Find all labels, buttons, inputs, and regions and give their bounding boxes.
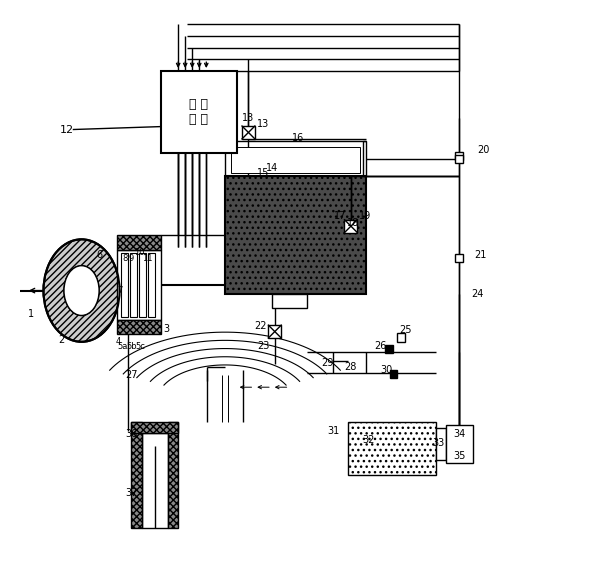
Text: 1: 1 [28,309,34,319]
Bar [131,422,142,528]
Bar [455,254,464,262]
Text: 控 制
单 元: 控 制 单 元 [189,98,208,126]
Bar [131,422,178,433]
Text: 27: 27 [125,370,138,380]
Bar [456,155,463,163]
Bar [272,294,307,308]
Bar [390,370,397,377]
Bar [385,345,393,353]
Ellipse shape [64,266,99,315]
Text: 31: 31 [327,426,340,436]
Bar [344,220,357,232]
Text: 13: 13 [257,119,269,129]
Bar [117,235,161,249]
Bar [148,252,155,317]
Bar [122,252,128,317]
Text: 4: 4 [115,337,120,346]
Text: 24: 24 [471,288,483,299]
Text: 14: 14 [266,163,278,173]
Bar [242,126,255,139]
Bar [130,252,137,317]
Text: 20: 20 [477,145,489,155]
Text: 12: 12 [60,124,74,134]
Text: 37: 37 [125,488,138,498]
Bar [348,422,436,475]
Text: 21: 21 [474,251,486,261]
Text: 33: 33 [433,438,445,448]
Text: 13: 13 [243,113,255,123]
Bar [139,252,146,317]
Text: 32: 32 [362,435,375,445]
Bar [142,433,168,528]
Text: 11: 11 [142,254,152,263]
Text: 5c: 5c [135,342,145,350]
Text: 35: 35 [453,451,465,461]
Bar [225,176,365,294]
Text: 8: 8 [123,254,128,263]
Text: 3: 3 [163,323,169,333]
Text: 17: 17 [334,211,346,221]
Text: 5a: 5a [117,342,128,350]
Bar [225,141,365,176]
Text: 9: 9 [129,254,134,263]
Ellipse shape [44,239,120,342]
Text: 29: 29 [321,357,333,367]
Text: 25: 25 [399,325,411,335]
Text: 6: 6 [96,251,102,261]
Bar [455,152,464,160]
Text: 2: 2 [58,335,64,345]
Text: 28: 28 [344,362,357,372]
Bar [161,71,237,153]
Text: 10: 10 [134,248,144,257]
Text: 15: 15 [257,168,270,178]
Bar [117,320,161,335]
Text: 5b: 5b [126,342,137,350]
Text: 34: 34 [453,429,465,439]
Bar [117,249,161,320]
Text: 7: 7 [117,286,122,295]
Bar [446,425,473,463]
Text: 36: 36 [125,429,138,439]
Text: 19: 19 [359,211,371,221]
Text: 22: 22 [254,321,266,330]
Bar [168,422,178,528]
Bar [397,333,405,342]
Bar [231,147,360,173]
Text: 16: 16 [292,133,305,143]
Ellipse shape [64,266,99,315]
Text: 23: 23 [257,341,270,351]
Text: 30: 30 [380,365,392,375]
Bar [436,428,446,460]
Text: 26: 26 [374,341,386,351]
Bar [268,325,281,338]
Text: 18: 18 [346,218,359,228]
